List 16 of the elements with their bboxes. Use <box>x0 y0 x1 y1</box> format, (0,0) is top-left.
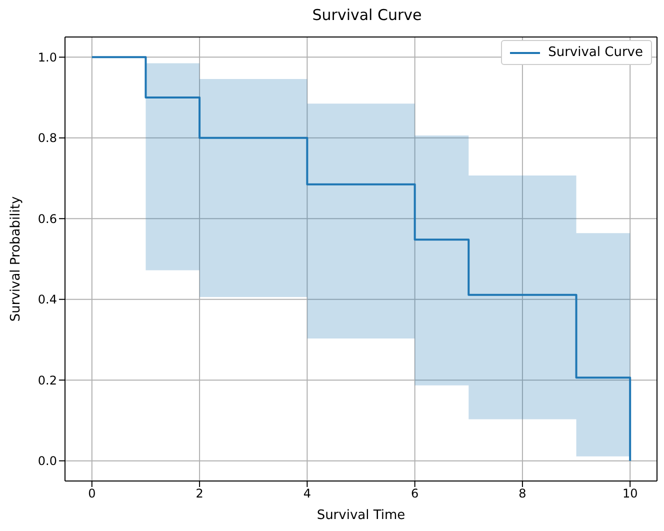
y-tick-label: 0.6 <box>38 212 57 226</box>
y-tick-label: 0.4 <box>38 292 57 307</box>
chart-title: Survival Curve <box>311 6 423 26</box>
x-tick-label: 0 <box>88 486 96 501</box>
y-tick-label: 0.8 <box>38 131 57 146</box>
x-tick-label: 10 <box>622 486 638 501</box>
y-tick-label: 0.0 <box>38 454 57 468</box>
x-tick-label: 2 <box>196 486 204 501</box>
y-tick-label: 1.0 <box>38 50 57 64</box>
x-tick-label: 6 <box>411 486 419 501</box>
x-axis-title: Survival Time <box>316 508 406 523</box>
x-tick-label: 8 <box>518 486 526 501</box>
legend-label: Survival Curve <box>548 45 643 60</box>
x-tick-label: 4 <box>303 486 311 501</box>
y-axis-title: Survival Probability <box>8 196 24 322</box>
y-tick-label: 0.2 <box>38 373 57 388</box>
